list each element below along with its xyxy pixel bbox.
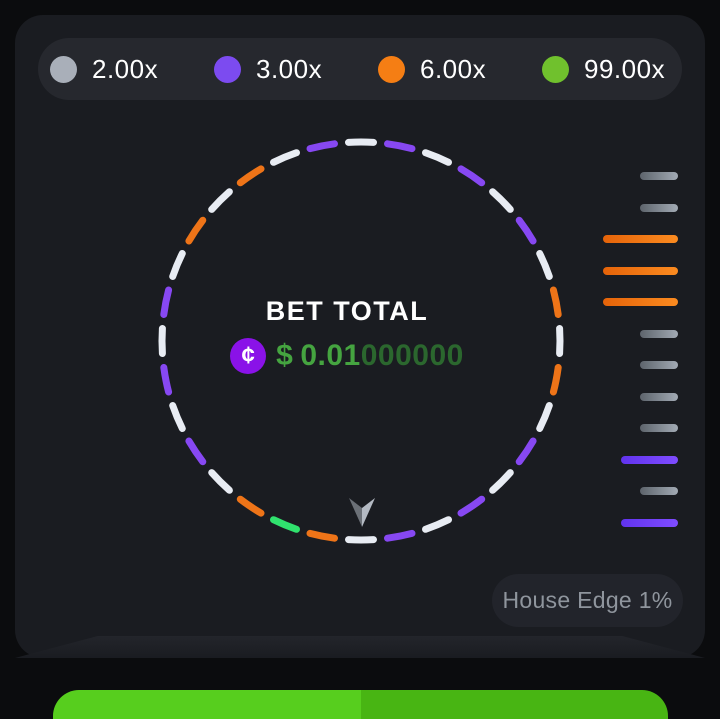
history-bar-6.00x <box>603 235 678 243</box>
bet-button-right-half[interactable] <box>360 690 668 719</box>
house-edge-badge: House Edge 1% <box>492 574 683 627</box>
history-bar-2.00x <box>640 487 678 495</box>
wheel-pointer-right <box>362 498 375 527</box>
bet-amount-row: ¢ $0.01000000 <box>15 338 679 374</box>
multiplier-label: 2.00x <box>92 53 159 84</box>
history-bar-2.00x <box>640 172 678 180</box>
wheel-segment-white-2.00x <box>208 469 233 494</box>
wheel-segment-orange-6.00x <box>236 165 265 187</box>
legend-item-3.00x: 3.00x <box>214 54 378 85</box>
wheel-segment-white-2.00x <box>536 402 553 432</box>
bet-button-left-half[interactable] <box>53 690 361 719</box>
bet-total-block: BET TOTAL ¢ $0.01000000 <box>15 296 679 374</box>
wheel-segment-purple-3.00x <box>160 286 173 318</box>
wheel-segment-orange-6.00x <box>306 529 338 542</box>
game-panel: 2.00x 3.00x 6.00x 99.00x BET TOTAL ¢ $0.010… <box>15 15 705 658</box>
wheel-segment-white-2.00x <box>169 402 186 432</box>
multiplier-label: 3.00x <box>256 53 323 84</box>
currency-coin-icon: ¢ <box>230 338 267 374</box>
wheel-segment-green-99.00x <box>270 516 300 533</box>
wheel-segment-white-2.00x <box>422 516 452 533</box>
multiplier-legend: 2.00x 3.00x 6.00x 99.00x <box>38 38 682 100</box>
bet-total-title: BET TOTAL <box>265 296 429 326</box>
wheel-segment-purple-3.00x <box>457 495 486 517</box>
house-edge-label: House Edge 1% <box>502 587 673 613</box>
wheel-segment-purple-3.00x <box>160 364 173 396</box>
wheel-segment-orange-6.00x <box>549 364 562 396</box>
wheel-segment-white-2.00x <box>489 469 514 494</box>
bet-amount-currency: $ <box>276 339 294 372</box>
legend-item-6.00x: 6.00x <box>378 54 542 85</box>
bet-button[interactable] <box>53 690 668 719</box>
wheel-segment-purple-3.00x <box>384 140 416 153</box>
wheel-segment-purple-3.00x <box>185 437 207 466</box>
history-bar-3.00x <box>621 518 678 527</box>
wheel-segment-white-2.00x <box>169 250 186 280</box>
history-bar-3.00x <box>621 455 678 464</box>
wheel-segment-purple-3.00x <box>515 216 537 245</box>
bet-amount: $0.01000000 <box>276 339 464 373</box>
cent-glyph: ¢ <box>241 342 255 369</box>
wheel-segment-orange-6.00x <box>236 495 265 517</box>
wheel-segment-white-2.00x <box>536 250 553 280</box>
wheel-segment-white-2.00x <box>489 188 514 213</box>
legend-item-2.00x: 2.00x <box>50 54 214 85</box>
wheel-segment-white-2.00x <box>208 188 233 213</box>
wheel-segment-purple-3.00x <box>515 437 537 466</box>
multiplier-label: 99.00x <box>584 53 666 84</box>
history-bar-2.00x <box>640 392 678 401</box>
wheel-segment-white-2.00x <box>422 149 452 166</box>
bet-amount-main: 0.01 <box>300 339 361 372</box>
history-bars <box>600 15 679 658</box>
legend-item-99.00x: 99.00x <box>542 54 665 85</box>
wheel-segment-purple-3.00x <box>457 165 486 187</box>
multiplier-dot-icon <box>542 55 569 83</box>
history-bar-2.00x <box>640 329 678 338</box>
wheel-segment-orange-6.00x <box>549 286 562 318</box>
wheel-segment-orange-6.00x <box>185 216 207 245</box>
wheel-segment-white-2.00x <box>270 149 300 166</box>
multiplier-dot-icon <box>214 55 241 83</box>
wheel-pointer-left <box>349 498 362 527</box>
wheel-segment-purple-3.00x <box>384 529 416 542</box>
bet-amount-trailing-zeros: 000000 <box>360 339 464 372</box>
panel-bottom-bevel <box>15 636 705 658</box>
multiplier-dot-icon <box>378 55 405 83</box>
history-bar-6.00x <box>603 266 678 275</box>
multiplier-dot-icon <box>50 55 77 83</box>
history-bar-2.00x <box>640 424 678 432</box>
history-bar-2.00x <box>640 361 678 369</box>
wheel-segment-purple-3.00x <box>306 140 338 153</box>
history-bar-2.00x <box>640 203 678 212</box>
history-bar-6.00x <box>603 298 678 306</box>
multiplier-label: 6.00x <box>420 53 487 84</box>
wheel <box>158 138 564 544</box>
